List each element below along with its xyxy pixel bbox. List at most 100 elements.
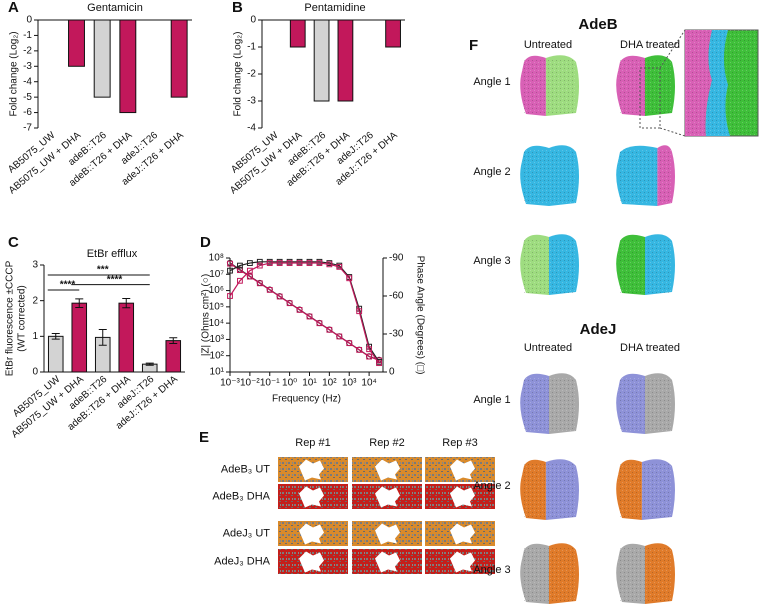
y-tick-label: 10⁶ [209, 285, 224, 296]
x-tick-label: 10³ [342, 378, 357, 389]
y-tick-label: 10⁴ [209, 318, 224, 329]
y-axis-label: Fold change (Log₂) [9, 31, 20, 116]
panel-letter: F [469, 37, 478, 54]
data-point [266, 286, 273, 293]
bar [385, 19, 401, 48]
data-point [306, 313, 313, 320]
protein-render [616, 543, 675, 604]
column-header: Untreated [524, 342, 572, 354]
surface-texture [618, 150, 672, 204]
panel-letter: E [199, 429, 209, 446]
surface-texture [618, 239, 672, 293]
bar [165, 340, 182, 373]
y2-tick-label: -90 [389, 253, 404, 264]
data-point [366, 346, 373, 353]
protein-render [616, 234, 675, 295]
surface-texture [522, 150, 576, 204]
x-tick-label: 10⁻² [240, 378, 260, 389]
row-label: Angle 2 [473, 166, 510, 178]
data-point [237, 277, 243, 284]
x-tick-label: 10¹ [302, 378, 317, 389]
significance-label: *** [97, 265, 109, 276]
significance-label: **** [107, 274, 123, 285]
y-axis-label: |Z| (Ohms cm²) (○) [201, 274, 212, 356]
bar [289, 19, 306, 48]
y-tick-label: -5 [23, 92, 32, 103]
surface-texture [522, 239, 576, 293]
data-point [227, 260, 233, 267]
surface-texture [522, 464, 576, 518]
error-bar [75, 298, 84, 308]
column-header: Untreated [524, 39, 572, 51]
y2-axis-label: Phase Angle (Degrees) (□) [414, 256, 425, 375]
surface-texture [618, 548, 672, 602]
row-label: AdeJ₃ DHA [214, 555, 270, 567]
surface-texture [522, 378, 576, 432]
y-axis-label: (WT corrected) [17, 285, 28, 352]
bar [118, 302, 135, 373]
data-point [276, 293, 283, 300]
row-label: Angle 3 [473, 564, 510, 576]
y-tick-label: -1 [23, 30, 32, 41]
inset-texture [685, 30, 758, 136]
data-point [246, 273, 253, 280]
column-header: DHA treated [620, 342, 680, 354]
y-tick-label: -2 [247, 69, 256, 80]
data-point [326, 326, 333, 333]
surface-texture [618, 60, 672, 114]
error-bar [98, 329, 107, 346]
zoom-box [639, 67, 661, 129]
y-tick-label: 10⁸ [209, 253, 224, 264]
row-label: AdeB₃ UT [221, 463, 270, 475]
column-header: DHA treated [620, 39, 680, 51]
row-label: Angle 1 [473, 394, 510, 406]
y-tick-label: 2 [32, 295, 38, 306]
section-title: AdeJ [580, 321, 617, 338]
data-point [346, 275, 353, 282]
data-point [336, 333, 343, 340]
data-point [286, 300, 293, 307]
snapshot-cavity [450, 523, 475, 545]
data-point [356, 346, 363, 353]
column-header: Rep #1 [295, 437, 330, 449]
x-tick-label: 10⁴ [361, 378, 376, 389]
data-point [256, 280, 263, 287]
x-tick-label: 10² [322, 378, 337, 389]
bar [93, 19, 111, 98]
y-axis-label: EtBr fluorescence ±CCCP [5, 260, 16, 376]
y-tick-label: 0 [26, 15, 32, 26]
protein-render [520, 234, 579, 295]
data-point [276, 260, 283, 266]
data-point [306, 260, 313, 266]
error-bar [169, 337, 178, 344]
error-bar [51, 332, 60, 340]
data-point [246, 260, 253, 266]
surface-texture [522, 548, 576, 602]
zoom-guide [659, 29, 686, 137]
y-tick-label: -1 [247, 42, 256, 53]
bar [337, 19, 354, 102]
y-tick-label: -4 [247, 123, 256, 134]
data-point [326, 261, 333, 268]
series-line [229, 262, 380, 364]
y-tick-label: -7 [23, 123, 32, 134]
panel-letter: A [8, 0, 19, 16]
protein-render [616, 373, 675, 434]
y-tick-label: 10⁷ [209, 269, 224, 280]
surface-texture [522, 60, 576, 114]
panel-letter: C [8, 234, 19, 251]
data-point [316, 320, 323, 327]
bar [313, 19, 330, 102]
column-header: Rep #2 [369, 437, 404, 449]
data-point [227, 293, 233, 299]
data-point [336, 263, 343, 270]
y2-tick-label: -60 [389, 291, 404, 302]
section-title: AdeB [578, 16, 617, 33]
protein-render [520, 373, 579, 434]
y-tick-label: 0 [250, 15, 256, 26]
protein-render [616, 145, 675, 206]
x-axis-label: Frequency (Hz) [272, 394, 341, 405]
series-line [229, 263, 380, 361]
row-label: Angle 3 [473, 255, 510, 267]
snapshot-cavity [450, 551, 475, 573]
